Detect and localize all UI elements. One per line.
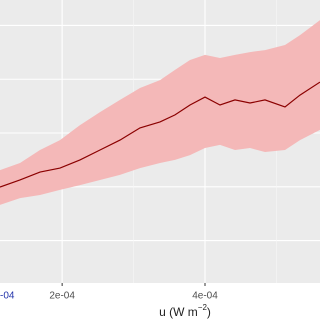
x-tick-label: 4e-04 [192,291,218,302]
ribbon-upper [0,20,320,205]
x-axis-title-end: ) [207,305,211,319]
annotation: -04 [0,291,15,302]
x-axis-title-main: u (W m [159,305,198,319]
x-axis-title-sup: −2 [198,303,208,312]
x-tick-label: 2e-04 [49,291,75,302]
x-axis-title: u (W m−2) [159,303,211,319]
line [0,81,320,188]
